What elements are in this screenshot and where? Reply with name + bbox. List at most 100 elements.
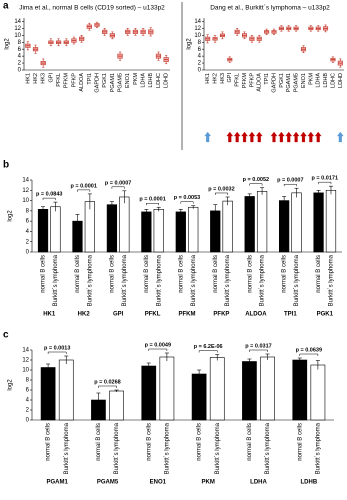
significance-bracket [299, 353, 319, 356]
bar-label: Burkitt´s lymphoma [294, 254, 300, 306]
x-tick-label: LDHA [250, 480, 267, 486]
p-value: p = 0.0317 [245, 343, 271, 349]
bar-label: Burkitt´s lymphoma [122, 254, 128, 306]
bar-label: normal B cells [144, 255, 150, 293]
y-tick-label: 8 [26, 208, 30, 214]
x-tick-label: GAPDH [94, 73, 100, 93]
x-tick-label: GPI [48, 73, 54, 83]
x-tick-label: ENO1 [301, 73, 307, 88]
y-tick-label: 4 [26, 229, 30, 235]
significance-bracket [249, 183, 263, 186]
bar [37, 209, 49, 253]
y-tick-label: 4 [18, 54, 22, 60]
bar-label: normal B cells [146, 423, 152, 461]
bar-label: normal B cells [109, 255, 115, 293]
y-tick-label: 0 [26, 418, 30, 424]
x-tick-label: HK2 [33, 73, 39, 84]
x-tick-label: PFKP [71, 73, 77, 88]
significance-bracket [318, 181, 332, 185]
bar-label: Burkitt´s lymphoma [164, 422, 170, 474]
p-value: p = 6.2E-06 [194, 344, 223, 350]
bar-label: normal B cells [247, 255, 253, 293]
x-tick-label: PFKP [213, 312, 229, 318]
y-axis-label: log2 [8, 379, 14, 391]
arrow [307, 131, 315, 143]
x-tick-label: PFKM [179, 312, 196, 318]
y-tick-label: 6 [18, 47, 22, 53]
significance-bracket [47, 351, 67, 354]
y-tick-label: 14 [22, 178, 29, 184]
p-value: p = 0.0843 [36, 192, 62, 198]
y-tick-label: 8 [26, 378, 30, 384]
y-tick-label: 4 [26, 398, 30, 404]
bar-label: Burkitt´s lymphoma [329, 254, 335, 306]
panel-label: c [3, 330, 9, 341]
x-tick-label: HK3 [220, 73, 226, 84]
y-tick-label: 10 [14, 33, 21, 39]
y-tick-label: 12 [22, 188, 29, 194]
significance-bracket [283, 183, 297, 187]
bar [119, 196, 130, 253]
x-tick-label: HK1 [205, 73, 211, 84]
bar [242, 361, 257, 421]
x-tick-label: PGAM5 [294, 73, 300, 92]
y-tick-label: 14 [194, 19, 201, 25]
bar [153, 209, 164, 253]
p-value: p = 0.0001 [70, 183, 96, 189]
y-tick-label: 2 [26, 408, 30, 414]
bar [191, 373, 207, 421]
significance-bracket [214, 192, 228, 195]
x-tick-label: LDHB [300, 480, 317, 486]
p-value: p = 0.0053 [174, 195, 200, 201]
y-tick-label: 2 [198, 61, 202, 67]
y-axis-label: log2 [8, 210, 14, 222]
x-tick-label: GAPDH [271, 73, 277, 93]
p-value: p = 0.0171 [312, 176, 338, 182]
arrow [337, 131, 344, 143]
arrow [314, 131, 322, 143]
bar [58, 359, 74, 421]
arrow [300, 131, 307, 143]
x-tick-label: HK2 [213, 73, 219, 84]
bar-label: Burkitt´s lymphoma [215, 422, 221, 474]
bar-label: Burkitt´s lymphoma [64, 422, 70, 474]
x-tick-label: PGAM1 [110, 73, 116, 92]
arrow [241, 131, 248, 143]
arrow [248, 131, 256, 143]
y-tick-label: 12 [194, 26, 201, 32]
bar [175, 211, 186, 253]
y-tick-label: 10 [22, 368, 29, 374]
x-tick-label: LDHB [323, 73, 329, 88]
bar-label: normal B cells [96, 423, 102, 461]
y-tick-label: 10 [194, 33, 201, 39]
x-tick-label: PGK1 [279, 73, 285, 88]
bar-label: Burkitt´s lymphoma [114, 422, 120, 474]
x-tick-label: GPI [227, 73, 233, 83]
significance-bracket [98, 385, 117, 388]
bar-label: normal B cells [282, 255, 288, 293]
bar-label: Burkitt´s lymphoma [315, 422, 321, 474]
bar-label: normal B cells [213, 255, 219, 293]
x-tick-label: TPI1 [284, 312, 297, 318]
y-tick-label: 6 [26, 219, 30, 225]
y-tick-label: 14 [14, 19, 21, 25]
p-value: p = 0.0032 [208, 186, 234, 192]
y-tick-label: 8 [198, 40, 202, 46]
significance-bracket [249, 349, 268, 352]
y-tick-label: 0 [198, 68, 202, 74]
arrow [233, 131, 241, 143]
x-tick-label: PFKP [249, 73, 255, 88]
significance-bracket [77, 189, 91, 192]
y-tick-label: 12 [22, 358, 29, 364]
y-axis-label: log2 [187, 38, 193, 50]
bar-label: normal B cells [316, 255, 322, 293]
x-tick-label: PFKL [235, 73, 241, 87]
p-value: p = 0.0013 [44, 345, 70, 351]
x-tick-label: LDHD [338, 73, 344, 88]
x-tick-label: ALDOA [79, 73, 85, 92]
bar-label: Burkitt´s lymphoma [191, 254, 197, 306]
significance-bracket [198, 350, 218, 353]
bar [222, 200, 233, 253]
